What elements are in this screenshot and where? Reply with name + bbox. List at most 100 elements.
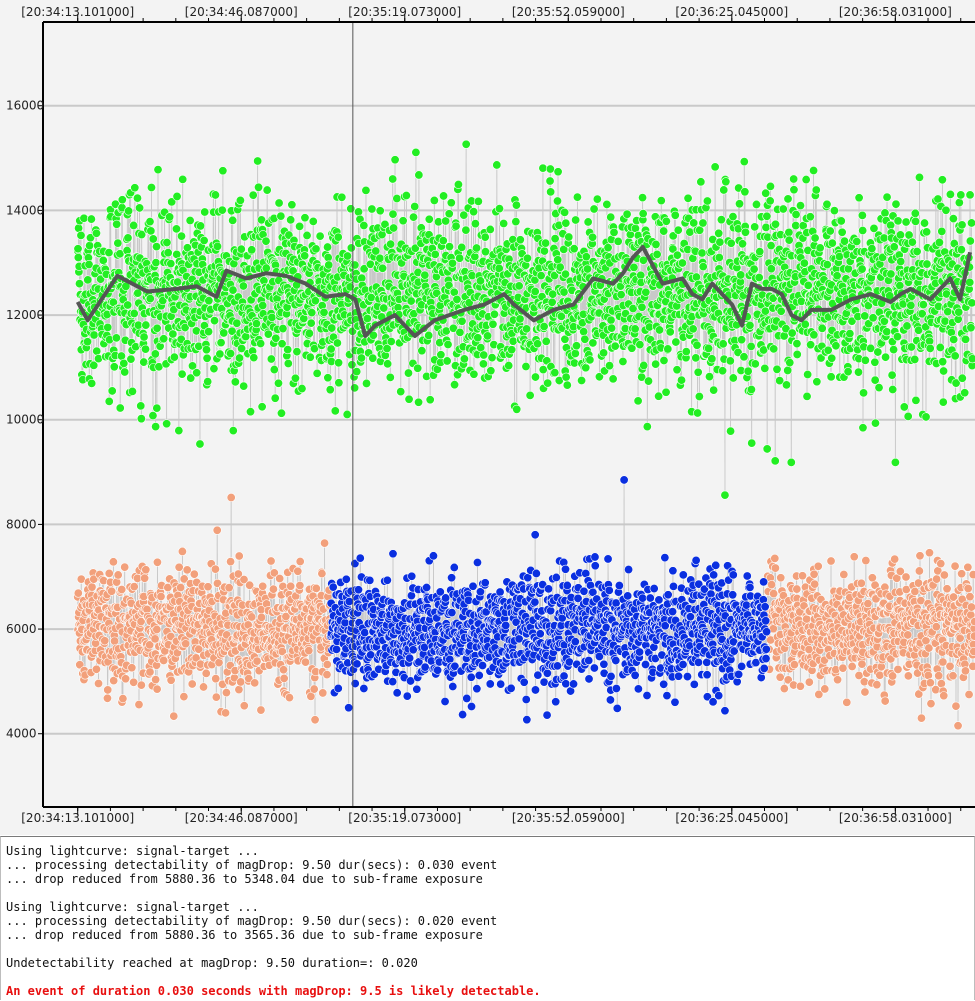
- data-point: [91, 228, 101, 238]
- data-point: [104, 248, 114, 258]
- data-point: [319, 307, 329, 317]
- data-point: [455, 253, 465, 263]
- data-point: [85, 241, 95, 251]
- data-point: [300, 213, 310, 223]
- data-point: [130, 183, 140, 193]
- data-point: [515, 314, 525, 324]
- data-point: [246, 407, 256, 417]
- data-point: [210, 316, 220, 326]
- data-point: [249, 353, 259, 363]
- lightcurve-plot[interactable]: 4000 6000 8000 10000 12000 14000 16000 [20:34:…: [0, 0, 975, 835]
- data-point: [639, 360, 649, 370]
- data-point: [545, 176, 555, 186]
- data-point: [453, 179, 463, 189]
- data-point: [420, 270, 430, 280]
- data-point: [323, 242, 333, 252]
- data-point: [241, 332, 251, 342]
- data-point: [539, 246, 549, 256]
- data-point: [561, 372, 571, 382]
- data-point: [333, 232, 343, 242]
- data-point: [362, 313, 372, 323]
- data-point: [367, 204, 377, 214]
- data-point: [480, 232, 490, 242]
- data-point: [390, 155, 400, 165]
- data-point: [166, 259, 176, 269]
- data-point: [73, 244, 83, 254]
- data-point: [572, 192, 582, 202]
- data-point: [350, 260, 360, 270]
- data-point: [571, 215, 581, 225]
- data-point: [630, 324, 640, 334]
- data-point: [487, 353, 497, 363]
- data-point: [603, 243, 613, 253]
- data-point: [533, 339, 543, 349]
- data-point: [306, 318, 316, 328]
- data-point: [305, 352, 315, 362]
- data-point: [444, 209, 454, 219]
- data-point: [436, 350, 446, 360]
- data-point: [410, 202, 420, 212]
- data-point: [251, 319, 261, 329]
- data-point: [638, 193, 648, 203]
- data-point: [411, 147, 421, 157]
- data-point: [283, 345, 293, 355]
- data-point: [504, 361, 514, 371]
- data-point: [115, 403, 125, 413]
- data-point: [401, 190, 411, 200]
- data-point: [553, 167, 563, 177]
- data-point: [202, 353, 212, 363]
- data-point: [651, 239, 661, 249]
- data-point: [76, 230, 86, 240]
- data-point: [404, 394, 414, 404]
- data-point: [543, 378, 553, 388]
- data-point: [451, 221, 461, 231]
- data-point: [457, 316, 467, 326]
- data-point: [599, 348, 609, 358]
- data-point: [337, 192, 347, 202]
- data-point: [633, 396, 643, 406]
- data-point: [200, 207, 210, 217]
- data-point: [332, 338, 342, 348]
- data-point: [150, 349, 160, 359]
- data-point: [236, 244, 246, 254]
- data-point: [613, 236, 623, 246]
- data-point: [478, 359, 488, 369]
- data-point: [386, 337, 396, 347]
- data-point: [429, 195, 439, 205]
- data-point: [457, 242, 467, 252]
- data-point: [588, 232, 598, 242]
- data-point: [162, 419, 172, 429]
- data-point: [388, 209, 398, 219]
- data-point: [117, 195, 127, 205]
- data-point: [392, 194, 402, 204]
- data-point: [629, 262, 639, 272]
- data-point: [580, 334, 590, 344]
- data-point: [261, 236, 271, 246]
- data-point: [469, 207, 479, 217]
- data-point: [330, 406, 340, 416]
- data-point: [521, 361, 531, 371]
- data-point: [177, 369, 187, 379]
- data-point: [450, 380, 460, 390]
- data-point: [307, 308, 317, 318]
- data-point: [162, 238, 172, 248]
- data-point: [569, 244, 579, 254]
- data-point: [413, 363, 423, 373]
- data-point: [499, 219, 509, 229]
- data-point: [148, 234, 158, 244]
- data-point: [315, 231, 325, 241]
- data-point: [659, 356, 669, 366]
- data-point: [439, 191, 449, 201]
- data-point: [552, 196, 562, 206]
- data-point: [564, 232, 574, 242]
- data-point: [555, 262, 565, 272]
- data-point: [248, 190, 258, 200]
- data-point: [430, 249, 440, 259]
- data-point: [201, 345, 211, 355]
- data-point: [538, 365, 548, 375]
- data-point: [486, 366, 496, 376]
- data-point: [210, 190, 220, 200]
- data-point: [507, 345, 517, 355]
- data-point: [459, 354, 469, 364]
